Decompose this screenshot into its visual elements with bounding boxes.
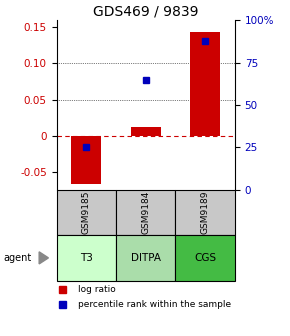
- Text: GSM9184: GSM9184: [141, 191, 150, 234]
- Text: log ratio: log ratio: [78, 285, 116, 294]
- Text: agent: agent: [3, 253, 31, 263]
- Bar: [71, 136, 101, 184]
- Polygon shape: [39, 252, 48, 264]
- Text: CGS: CGS: [194, 253, 216, 263]
- Bar: [131, 127, 161, 136]
- Text: GSM9185: GSM9185: [82, 191, 91, 234]
- Text: GSM9189: GSM9189: [201, 191, 210, 234]
- Text: DITPA: DITPA: [131, 253, 161, 263]
- Title: GDS469 / 9839: GDS469 / 9839: [93, 5, 198, 19]
- Text: percentile rank within the sample: percentile rank within the sample: [78, 300, 231, 309]
- Text: T3: T3: [80, 253, 93, 263]
- Bar: [190, 33, 220, 136]
